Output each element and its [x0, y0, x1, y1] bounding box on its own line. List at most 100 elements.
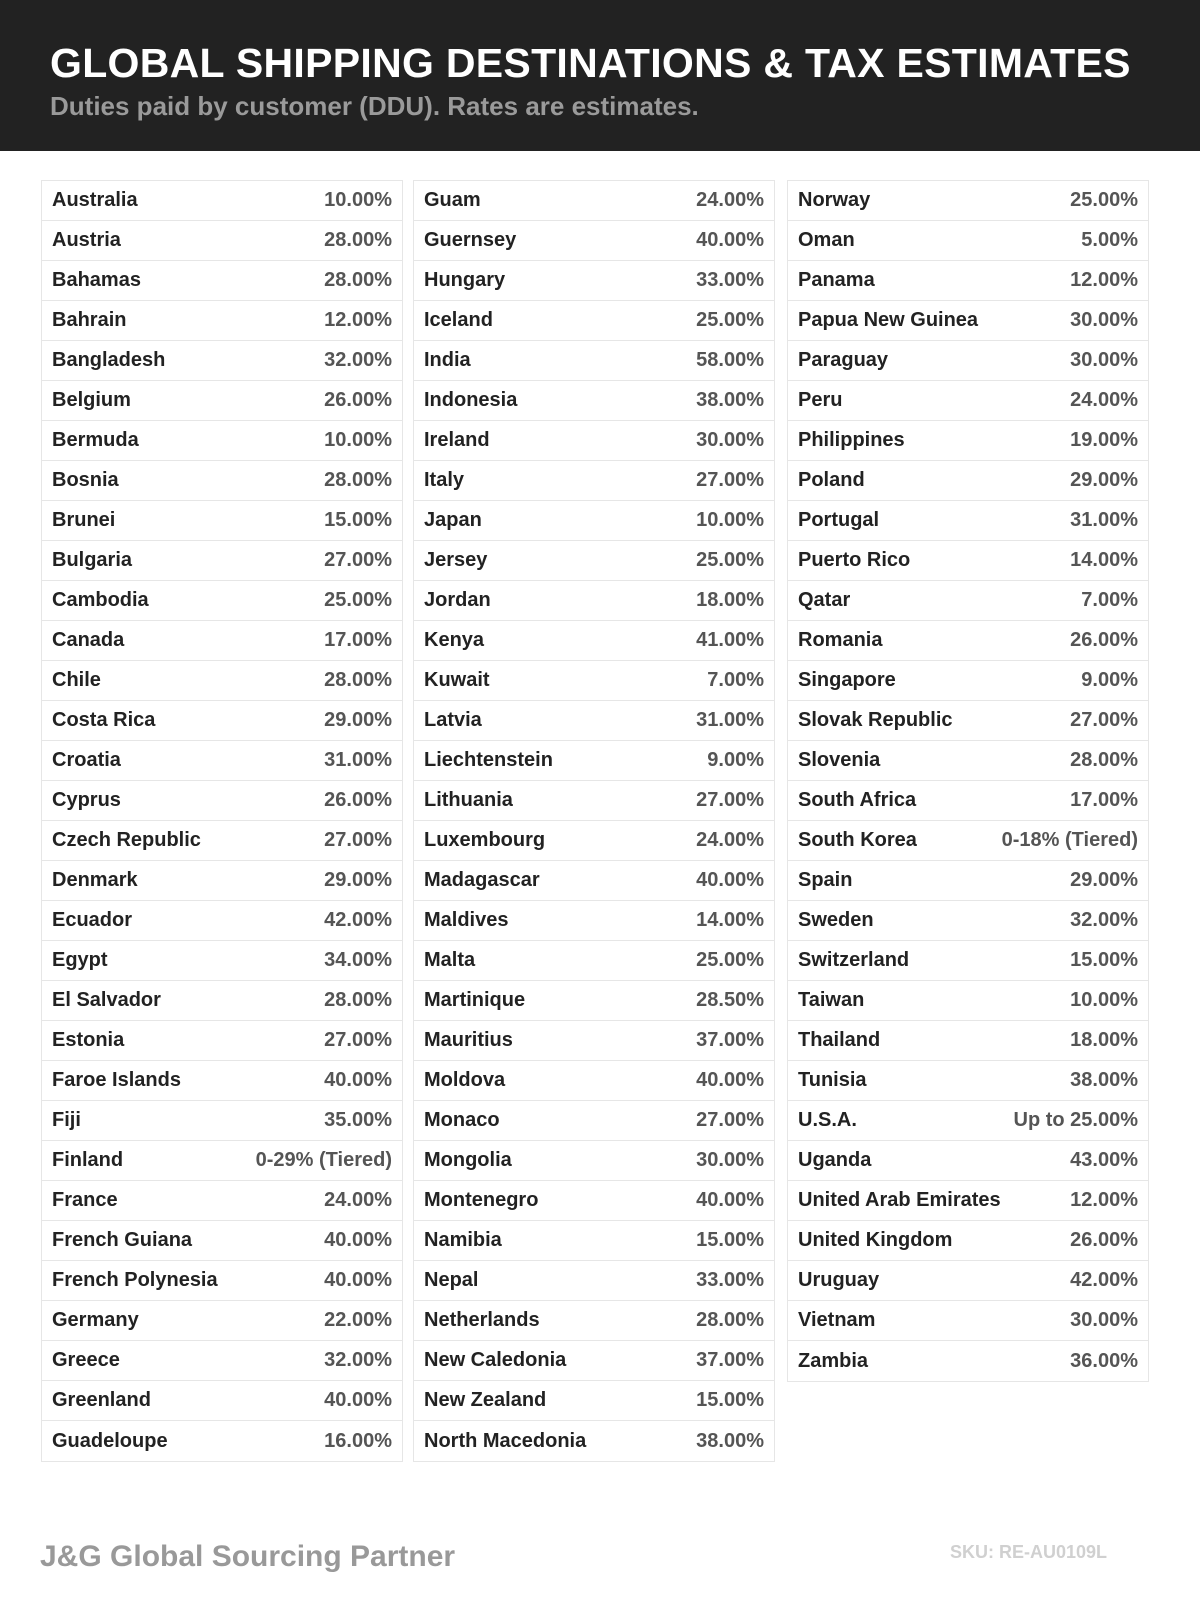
- country-name: Panama: [798, 269, 875, 291]
- table-row: Mongolia 30.00%: [414, 1141, 774, 1181]
- tax-rate: 24.00%: [696, 189, 764, 211]
- tax-rate: 12.00%: [1070, 269, 1138, 291]
- tax-rate: 40.00%: [696, 1069, 764, 1091]
- tax-rate: 30.00%: [1070, 309, 1138, 331]
- table-row: Namibia 15.00%: [414, 1221, 774, 1261]
- table-row: Canada 17.00%: [42, 621, 402, 661]
- country-name: Spain: [798, 869, 853, 891]
- table-row: Cyprus 26.00%: [42, 781, 402, 821]
- table-row: Tunisia 38.00%: [788, 1061, 1148, 1101]
- tax-rate: 31.00%: [324, 749, 392, 771]
- tax-rate: 12.00%: [324, 309, 392, 331]
- tax-rate: 24.00%: [696, 829, 764, 851]
- table-row: Oman 5.00%: [788, 221, 1148, 261]
- table-row: Uganda 43.00%: [788, 1141, 1148, 1181]
- country-name: Denmark: [52, 869, 138, 891]
- table-row: Hungary 33.00%: [414, 261, 774, 301]
- sku-label: SKU: RE-AU0109L: [950, 1542, 1108, 1562]
- country-name: Brunei: [52, 509, 116, 531]
- table-row: Philippines 19.00%: [788, 421, 1148, 461]
- tax-rate: 30.00%: [1070, 1309, 1138, 1331]
- country-name: Bosnia: [52, 469, 119, 491]
- country-name: Bulgaria: [52, 549, 133, 571]
- tax-rate: 18.00%: [1070, 1029, 1138, 1051]
- table-row: Chile 28.00%: [42, 661, 402, 701]
- country-name: Martinique: [424, 989, 526, 1011]
- tax-rate: 24.00%: [324, 1189, 392, 1211]
- tax-rate: 25.00%: [696, 309, 764, 331]
- tax-rate: 24.00%: [1070, 389, 1138, 411]
- country-name: Latvia: [424, 709, 482, 731]
- country-name: Singapore: [798, 669, 896, 691]
- table-row: Jordan 18.00%: [414, 581, 774, 621]
- table-row: Finland 0-29% (Tiered): [42, 1141, 402, 1181]
- tax-rate: 7.00%: [707, 669, 764, 691]
- table-row: Panama 12.00%: [788, 261, 1148, 301]
- country-name: Switzerland: [798, 949, 910, 971]
- country-name: Czech Republic: [52, 829, 201, 851]
- table-row: Vietnam 30.00%: [788, 1301, 1148, 1341]
- country-name: Bangladesh: [52, 349, 166, 371]
- country-name: Hungary: [424, 269, 506, 291]
- tax-rate: 27.00%: [324, 1029, 392, 1051]
- table-row: South Korea 0-18% (Tiered): [788, 821, 1148, 861]
- tax-rate: 40.00%: [696, 229, 764, 251]
- country-name: El Salvador: [52, 989, 161, 1011]
- tax-rate: 5.00%: [1081, 229, 1138, 251]
- table-row: Poland 29.00%: [788, 461, 1148, 501]
- tax-rate: 7.00%: [1081, 589, 1138, 611]
- country-name: Austria: [52, 229, 121, 251]
- tax-rate: 26.00%: [1070, 629, 1138, 651]
- tax-rate: 10.00%: [324, 429, 392, 451]
- tax-rate: 40.00%: [324, 1269, 392, 1291]
- table-row: Monaco 27.00%: [414, 1101, 774, 1141]
- tax-rate: 10.00%: [696, 509, 764, 531]
- table-row: Latvia 31.00%: [414, 701, 774, 741]
- country-name: Thailand: [798, 1029, 881, 1051]
- tax-rate: 25.00%: [696, 549, 764, 571]
- tax-rate: 15.00%: [696, 1229, 764, 1251]
- tax-rate: 9.00%: [1081, 669, 1138, 691]
- table-row: North Macedonia 38.00%: [414, 1421, 774, 1461]
- country-name: Bahrain: [52, 309, 127, 331]
- table-row: Denmark 29.00%: [42, 861, 402, 901]
- country-name: Cyprus: [52, 789, 121, 811]
- tax-rate: 27.00%: [1070, 709, 1138, 731]
- country-name: North Macedonia: [424, 1429, 587, 1452]
- country-name: Montenegro: [424, 1189, 539, 1211]
- table-row: Guam 24.00%: [414, 181, 774, 221]
- country-name: French Guiana: [52, 1229, 193, 1251]
- table-row: New Caledonia 37.00%: [414, 1341, 774, 1381]
- tax-rate: 27.00%: [324, 549, 392, 571]
- country-name: Vietnam: [798, 1309, 876, 1331]
- tax-rate: 40.00%: [324, 1389, 392, 1411]
- table-row: Qatar 7.00%: [788, 581, 1148, 621]
- country-name: Canada: [52, 629, 125, 651]
- table-row: Faroe Islands 40.00%: [42, 1061, 402, 1101]
- table-row: Italy 27.00%: [414, 461, 774, 501]
- tax-rate: 27.00%: [696, 469, 764, 491]
- tax-rate: 38.00%: [696, 389, 764, 411]
- tax-rate: 58.00%: [696, 349, 764, 371]
- country-name: Greece: [52, 1349, 120, 1371]
- table-row: India 58.00%: [414, 341, 774, 381]
- table-row: Indonesia 38.00%: [414, 381, 774, 421]
- table-row: Madagascar 40.00%: [414, 861, 774, 901]
- table-row: Slovak Republic 27.00%: [788, 701, 1148, 741]
- table-row: Montenegro 40.00%: [414, 1181, 774, 1221]
- tax-rate: 28.00%: [324, 669, 392, 691]
- tax-rate: 19.00%: [1070, 429, 1138, 451]
- table-row: Papua New Guinea 30.00%: [788, 301, 1148, 341]
- table-row: Maldives 14.00%: [414, 901, 774, 941]
- tax-rate: 33.00%: [696, 269, 764, 291]
- country-name: Ireland: [424, 429, 490, 451]
- country-name: Portugal: [798, 509, 880, 531]
- country-name: Madagascar: [424, 869, 540, 891]
- table-row: Germany 22.00%: [42, 1301, 402, 1341]
- tax-rate: 35.00%: [324, 1109, 392, 1131]
- country-name: Uruguay: [798, 1269, 880, 1291]
- country-name: New Zealand: [424, 1389, 547, 1411]
- country-name: Belgium: [52, 389, 131, 411]
- country-name: Jersey: [424, 549, 488, 571]
- tax-rate: 27.00%: [324, 829, 392, 851]
